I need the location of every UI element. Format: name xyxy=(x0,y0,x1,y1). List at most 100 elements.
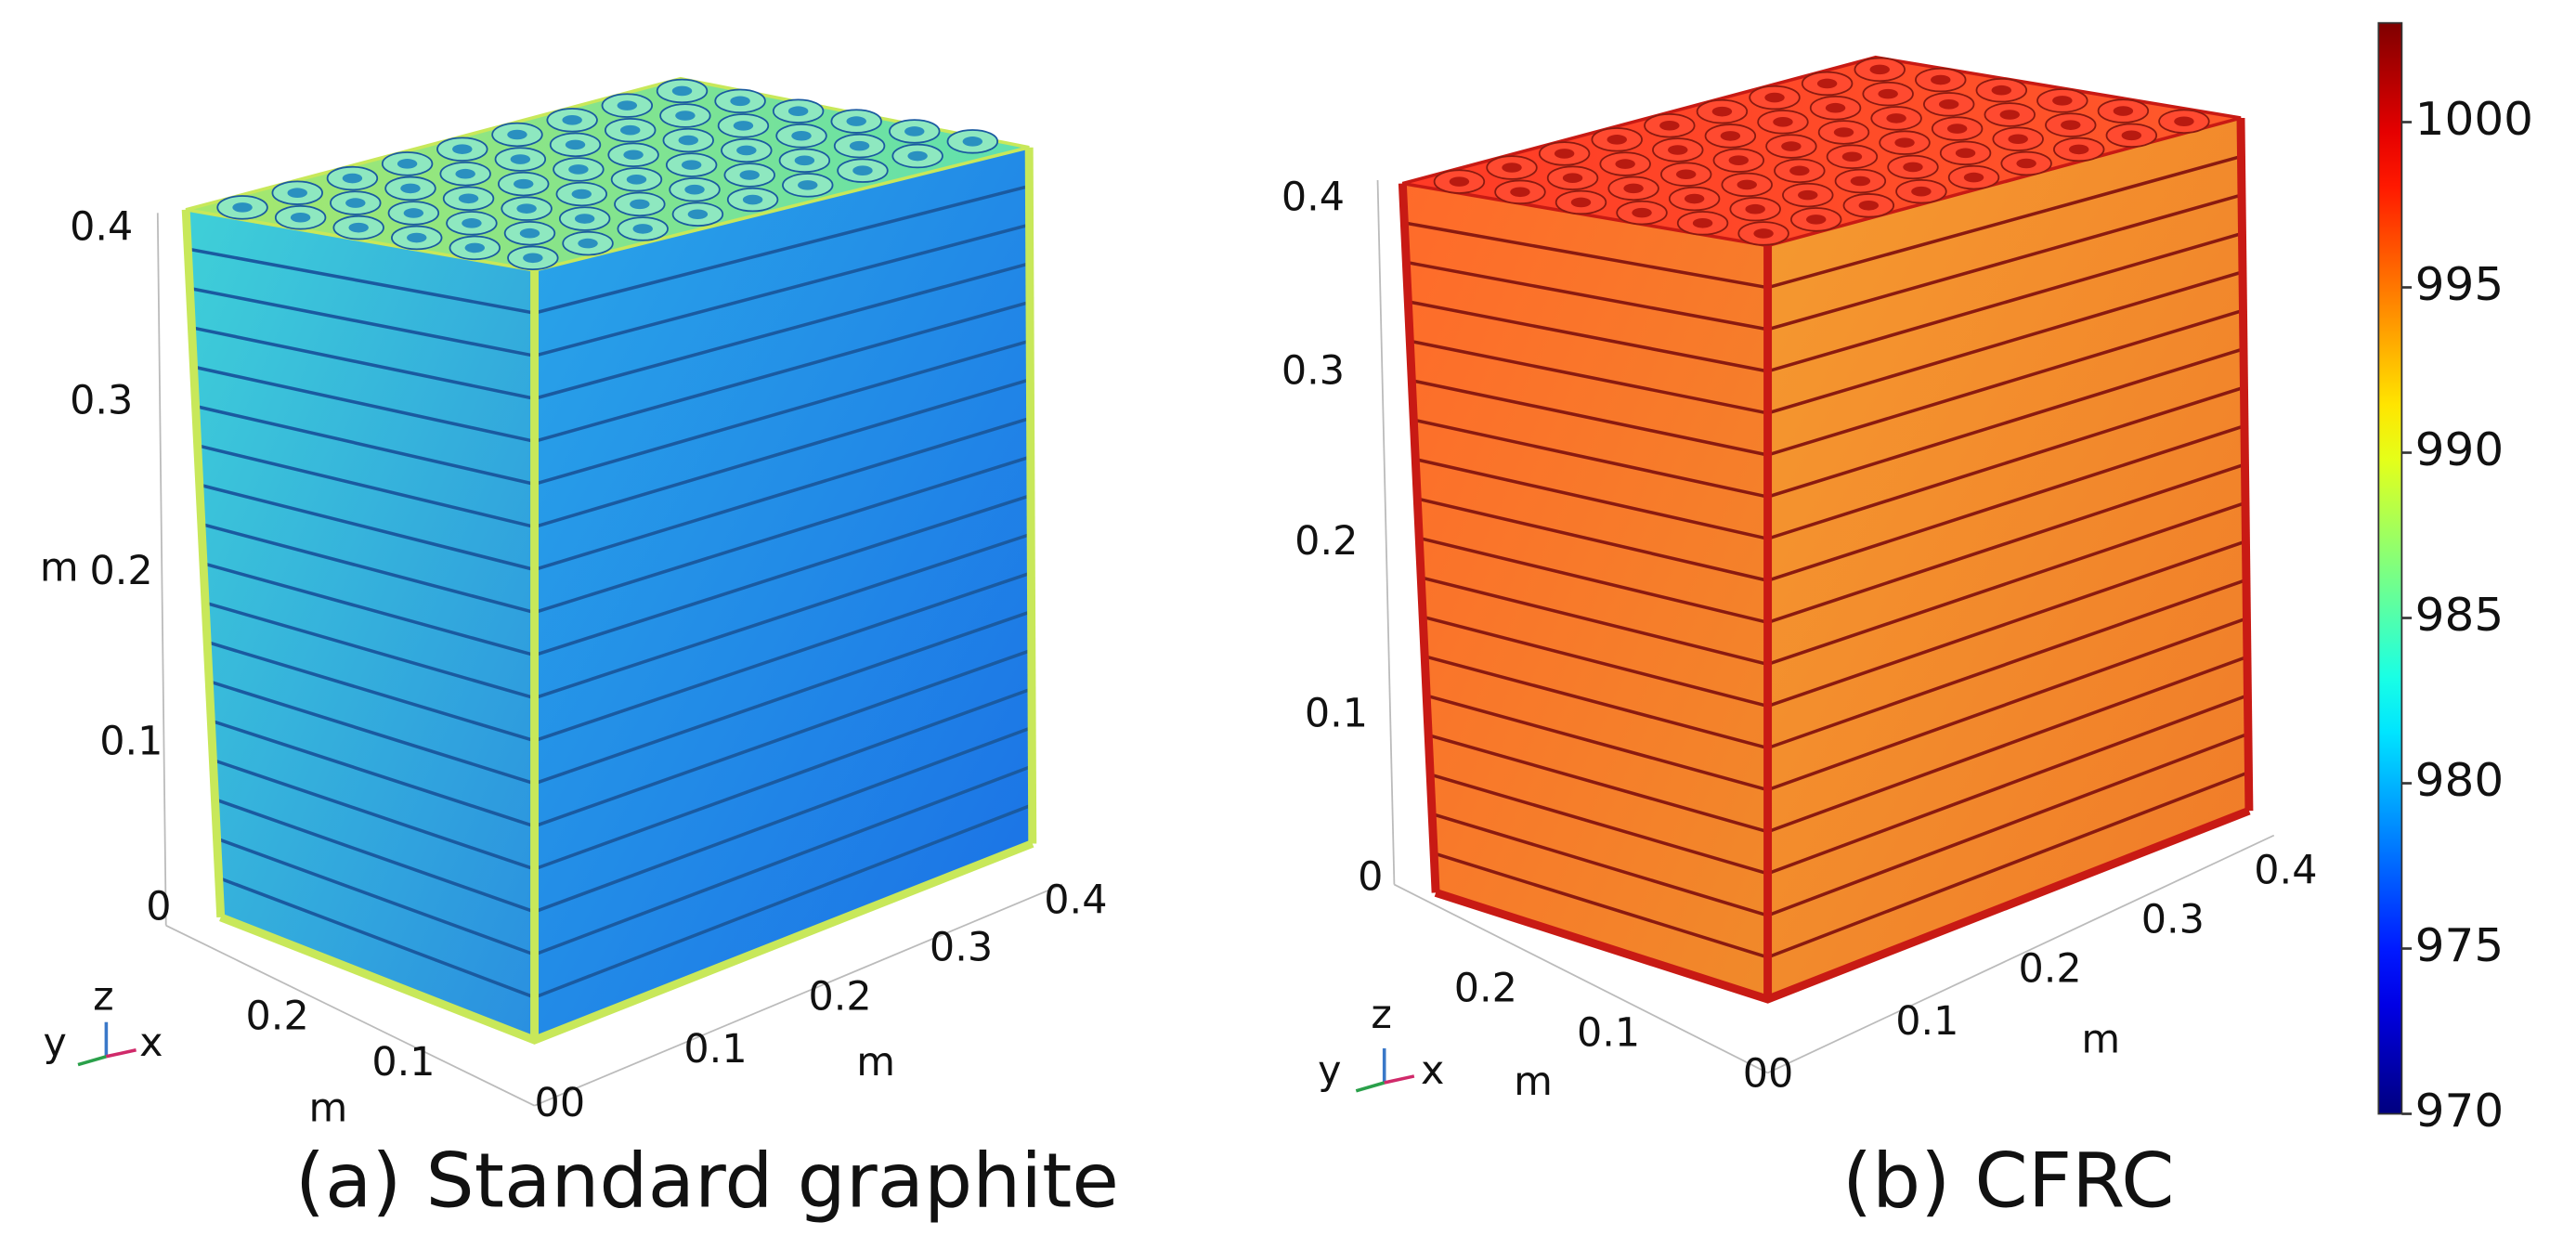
axis-box-line xyxy=(165,924,535,1107)
x-tick-label: 0.3 xyxy=(2141,897,2205,943)
z-axis-label: m xyxy=(40,545,79,592)
layer-edge xyxy=(215,837,536,956)
channel-hole xyxy=(1562,173,1583,183)
figure-body: 0.4 0.3 0.2 0.1 0 m 0.2 0.1 m 0.1 0.2 0.… xyxy=(40,21,2533,1225)
axis-box-line xyxy=(1394,883,1768,1074)
channel-hole xyxy=(852,165,873,176)
triad-label: y xyxy=(1318,1047,1341,1094)
channel-hole xyxy=(849,140,870,151)
channel-hole xyxy=(671,85,693,97)
axis-box-line xyxy=(156,213,167,926)
layer-edge xyxy=(210,719,536,828)
channel-hole xyxy=(400,183,421,194)
channel-hole xyxy=(514,178,534,189)
channel-hole xyxy=(1764,92,1785,103)
channel-hole xyxy=(1615,159,1635,169)
layer-edge xyxy=(533,493,1032,657)
layer-edge xyxy=(208,680,536,786)
channel-hole xyxy=(2008,134,2028,145)
z-tick-label: 0.4 xyxy=(1281,175,1345,221)
channel-hole xyxy=(733,121,754,131)
channel-hole xyxy=(1841,151,1863,162)
colorbar-tick-label: 995 xyxy=(2415,257,2504,311)
triad-label: z xyxy=(1371,992,1392,1038)
colorbar-scale xyxy=(2377,21,2403,1115)
layer-edge xyxy=(1429,773,1769,876)
colorbar-tick-label: 970 xyxy=(2415,1084,2504,1138)
rendered-block xyxy=(1398,55,2254,1004)
channel-hole xyxy=(742,194,763,205)
right-face xyxy=(534,147,1033,1041)
layer-edge xyxy=(1411,379,1768,457)
channel-hole xyxy=(684,184,705,195)
channel-hole xyxy=(687,209,709,220)
channel-hole xyxy=(1869,64,1890,75)
channel-hole xyxy=(736,145,757,156)
channel-hole xyxy=(2121,130,2142,141)
layer-edge xyxy=(217,876,536,999)
channel-hole xyxy=(1789,165,1810,176)
channel-hole xyxy=(678,135,698,146)
channel-hole xyxy=(1711,106,1733,117)
channel-hole xyxy=(2174,116,2194,127)
layer-edge xyxy=(533,725,1033,914)
channel-hole xyxy=(568,164,589,175)
channel-hole xyxy=(1668,145,1688,155)
x-tick-label: 0.3 xyxy=(930,925,993,971)
caption: (a) Standard graphite xyxy=(295,1138,1119,1225)
axis-box-line xyxy=(534,883,1063,1107)
channel-hole xyxy=(1931,74,1951,85)
triad-label: z xyxy=(93,974,114,1020)
layer-edge xyxy=(533,803,1034,999)
layer-edge xyxy=(533,532,1032,700)
rendered-block xyxy=(181,76,1037,1045)
layer-edge xyxy=(1433,852,1769,959)
layer-edge xyxy=(534,184,1030,315)
layer-edge xyxy=(197,444,535,529)
channel-hole xyxy=(452,144,473,154)
frame-rod xyxy=(1398,183,1440,893)
channel-hole xyxy=(578,238,598,249)
layer-edge xyxy=(204,601,536,700)
channel-hole xyxy=(287,188,307,199)
layer-edge xyxy=(1767,154,2242,290)
channel-hole xyxy=(1963,172,1984,183)
layer-edge xyxy=(534,455,1032,615)
layer-edge xyxy=(534,300,1031,443)
layer-edge xyxy=(534,339,1031,487)
channel-hole xyxy=(675,110,696,121)
channel-hole xyxy=(1825,102,1846,113)
layer-edge xyxy=(187,247,535,315)
colorbar-tick-label: 975 xyxy=(2415,918,2504,972)
channel-hole xyxy=(1753,228,1774,239)
channel-hole xyxy=(632,224,653,234)
channel-hole xyxy=(1502,162,1522,173)
layer-edge xyxy=(1424,655,1769,750)
channel-hole xyxy=(345,198,366,208)
left-face xyxy=(1402,183,1768,1000)
channel-hole xyxy=(1781,141,1802,151)
layer-edge xyxy=(199,483,535,572)
channel-hole xyxy=(455,168,475,179)
z-tick-label: 0.1 xyxy=(1305,691,1368,737)
channel-hole xyxy=(681,160,702,170)
channel-hole xyxy=(232,202,253,213)
channel-hole xyxy=(1675,169,1697,180)
layer-edge xyxy=(1766,655,2248,834)
layer-edge xyxy=(1431,812,1769,917)
triad-label: x xyxy=(1421,1047,1444,1094)
caption: (b) CFRC xyxy=(1842,1138,2175,1225)
channel-hole xyxy=(565,139,586,150)
layer-edge xyxy=(1425,694,1769,792)
layer-edge xyxy=(534,416,1032,572)
channel-hole xyxy=(1773,117,1793,127)
channel-hole xyxy=(407,232,427,243)
layer-edge xyxy=(1409,339,1768,415)
channel-hole xyxy=(519,228,540,239)
left-face xyxy=(186,209,535,1041)
z-tick-label: 0.2 xyxy=(1295,518,1358,565)
layer-edge xyxy=(201,522,536,615)
layer-edge xyxy=(191,326,535,400)
channel-hole xyxy=(1745,203,1765,214)
